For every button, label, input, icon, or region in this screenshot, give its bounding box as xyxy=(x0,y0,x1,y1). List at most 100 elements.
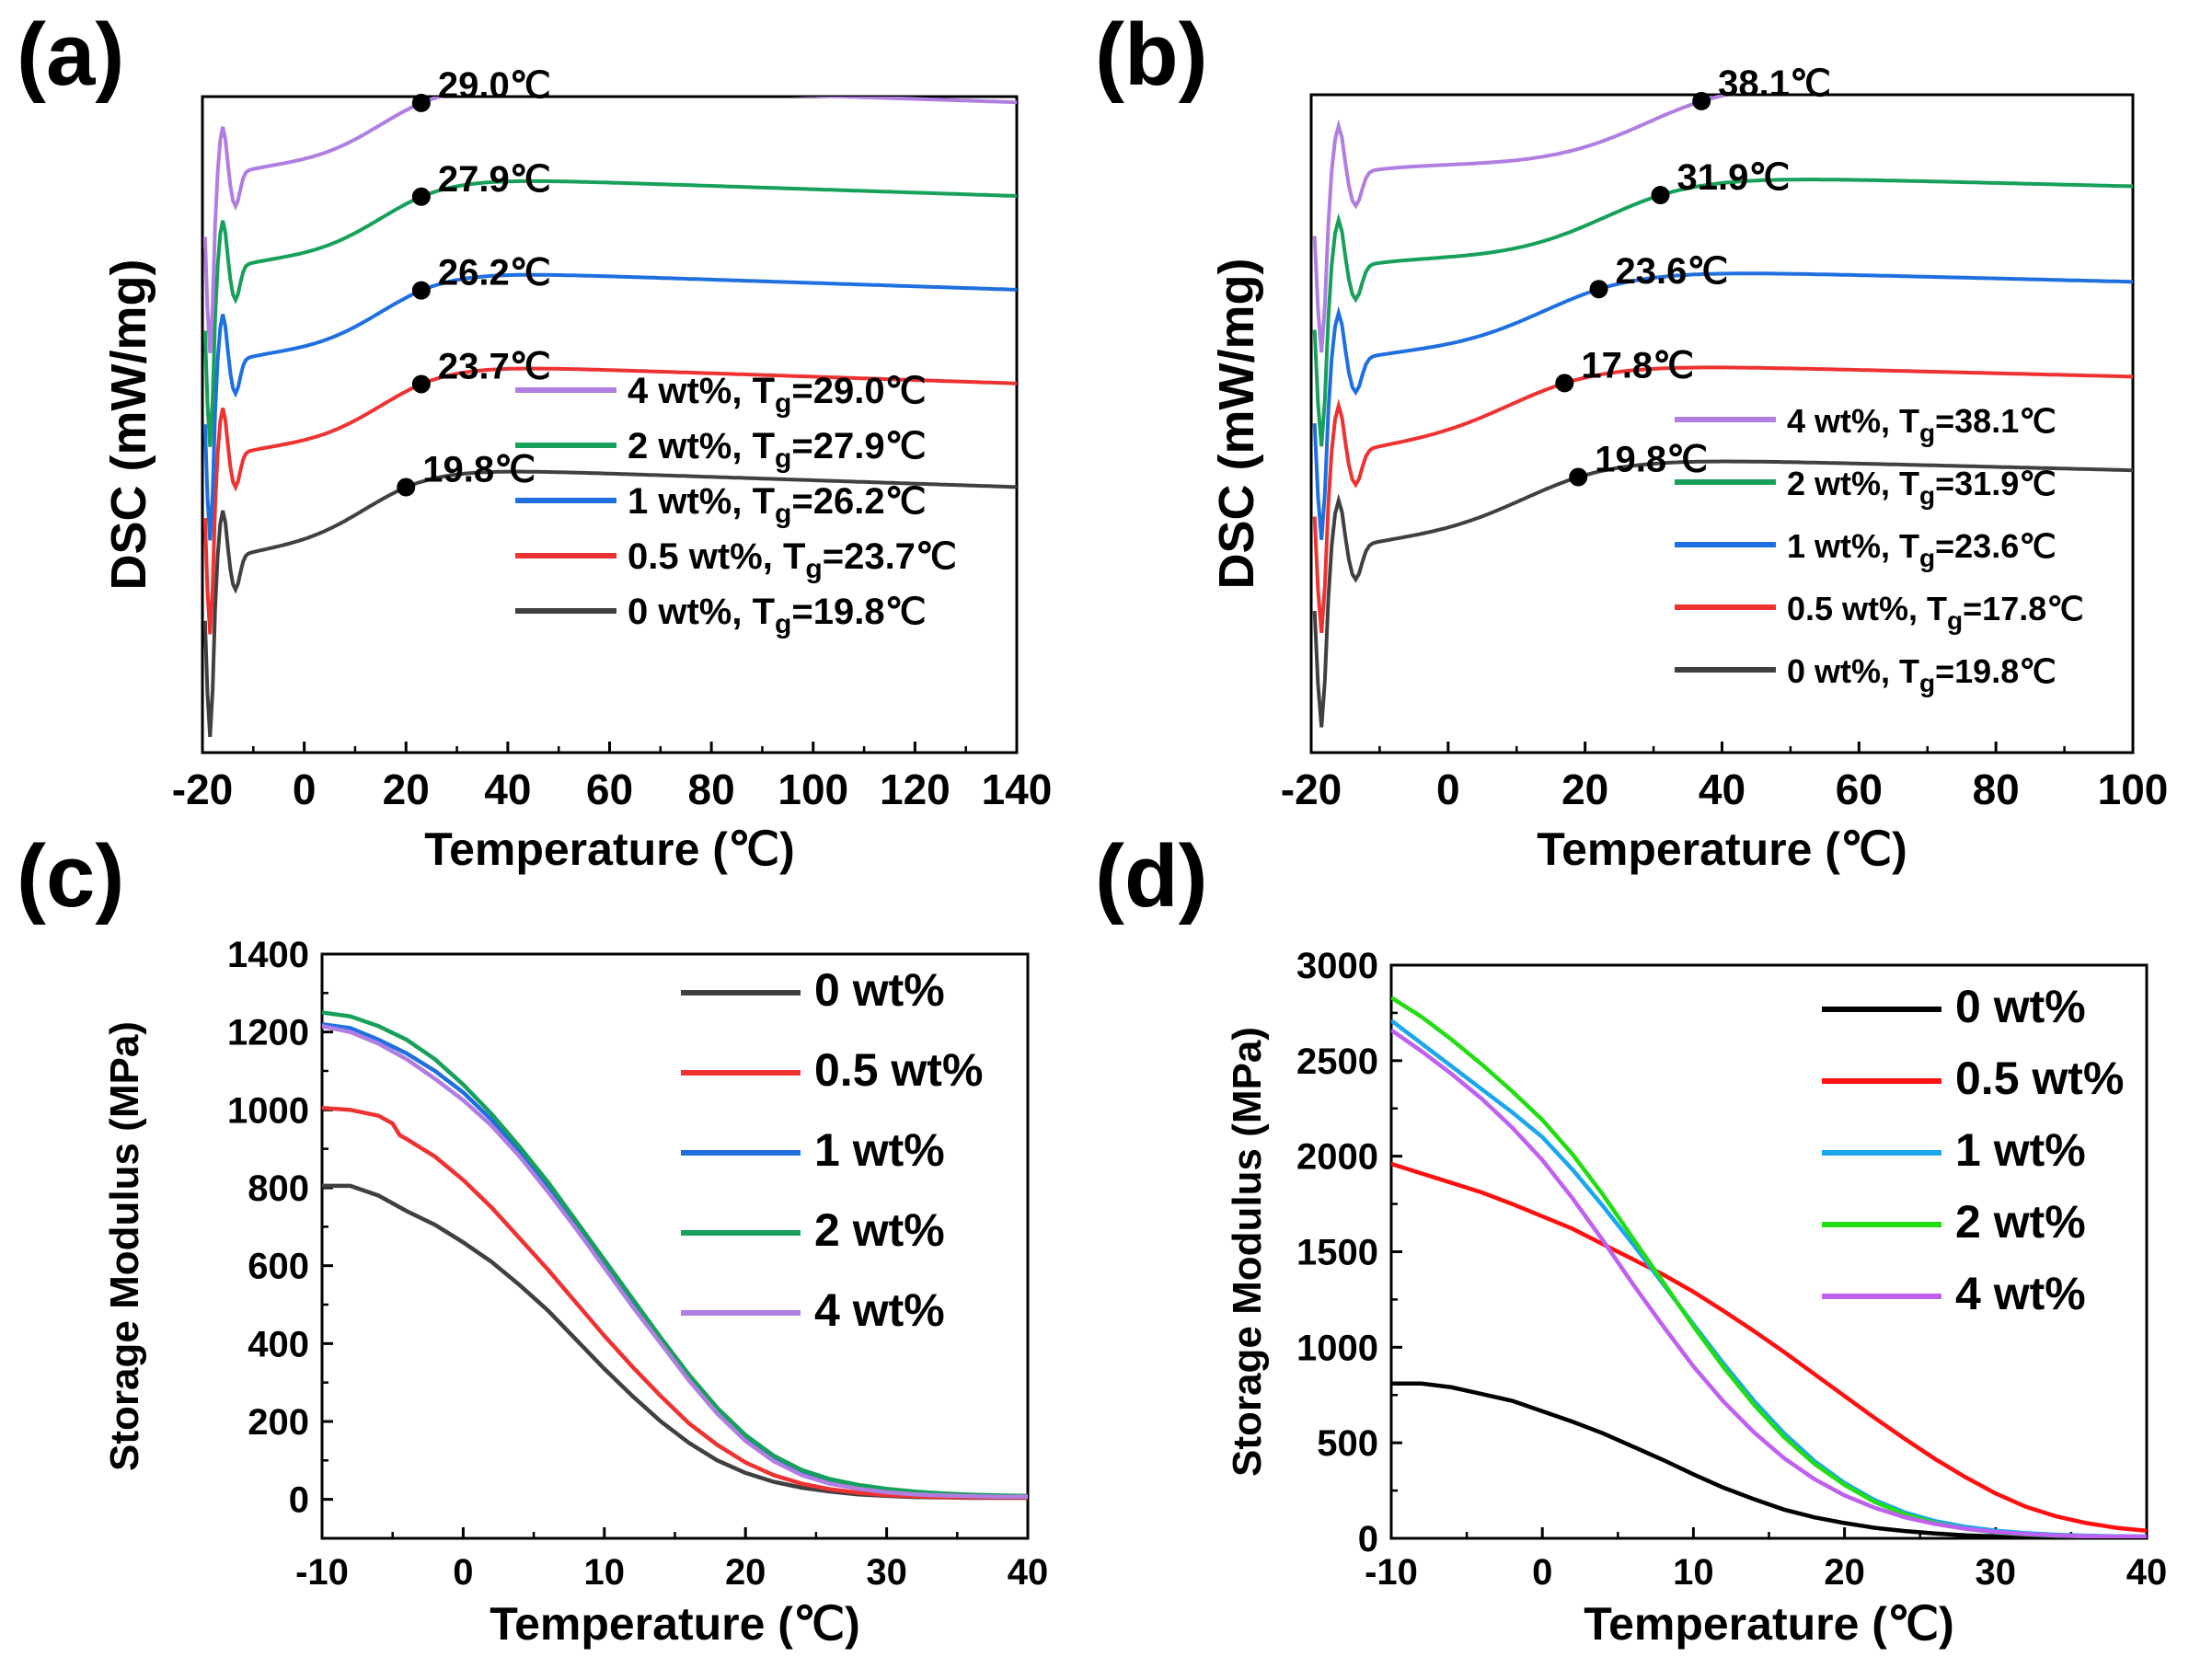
legend-sub: g xyxy=(1947,606,1963,635)
y-tick-label: 200 xyxy=(248,1402,309,1443)
x-axis-label: Temperature (℃) xyxy=(424,823,795,875)
y-tick-label: 2000 xyxy=(1296,1137,1378,1178)
legend-rest: =31.9℃ xyxy=(1935,465,2057,502)
legend-label: 2 wt%, Tg=31.9℃ xyxy=(1787,465,2057,510)
y-axis-label: Storage Modulus (MPa) xyxy=(102,1021,147,1471)
tg-marker xyxy=(411,374,431,394)
chart-2: (c) -10 0 10 20 30 40 Temperature (℃) Storage Mo… xyxy=(17,827,1048,1650)
x-tick-label: 100 xyxy=(778,765,848,813)
legend-label: 4 wt%, Tg=38.1℃ xyxy=(1787,402,2057,447)
plot-frame xyxy=(201,95,1019,754)
legend-sub: g xyxy=(805,554,822,584)
y-tick-label: 3000 xyxy=(1296,946,1378,986)
tg-marker xyxy=(397,478,416,497)
x-tick-label: 40 xyxy=(484,765,531,813)
legend-rest: =27.9℃ xyxy=(791,426,926,466)
x-tick-label: 20 xyxy=(725,1552,766,1593)
series-line-0.5 xyxy=(202,366,1017,635)
series-line-2 xyxy=(1312,178,2133,447)
y-axis-label: DSC (mW/mg) xyxy=(101,259,156,591)
x-tick-label: 100 xyxy=(2098,765,2169,813)
series-line-4-wt- xyxy=(1391,1028,2147,1538)
series-line-0 xyxy=(1312,459,2133,728)
legend-main: 1 wt%, T xyxy=(1787,527,1919,565)
legend-label: 1 wt%, Tg=23.6℃ xyxy=(1787,527,2057,572)
x-tick-label: 20 xyxy=(383,765,430,813)
series-line-0-5-wt- xyxy=(322,1105,1028,1500)
panel-label: (a) xyxy=(17,6,124,104)
tg-marker xyxy=(1651,186,1670,205)
series-line-0.5 xyxy=(1312,365,2133,634)
y-tick-label: 0 xyxy=(1358,1519,1378,1559)
series-line-1 xyxy=(1312,271,2133,540)
legend-label: 2 wt%, Tg=27.9℃ xyxy=(628,426,927,474)
tg-marker xyxy=(1569,467,1588,487)
legend-label: 4 wt% xyxy=(1955,1268,2086,1319)
tg-annotation: 26.2℃ xyxy=(438,253,551,293)
legend-main: 4 wt%, T xyxy=(628,371,775,411)
legend-label: 0 wt% xyxy=(814,964,945,1016)
x-tick-label: 30 xyxy=(866,1552,907,1593)
legend-rest: =38.1℃ xyxy=(1935,402,2057,440)
tg-marker xyxy=(1589,280,1608,299)
series-line-2 xyxy=(202,178,1017,447)
legend-main: 2 wt%, T xyxy=(628,426,775,466)
plot-frame xyxy=(1389,963,2149,1540)
panel-label: (c) xyxy=(17,827,124,926)
x-axis-label: Temperature (℃) xyxy=(490,1598,860,1650)
x-tick-label: 20 xyxy=(1561,765,1608,813)
x-tick-label: 80 xyxy=(1973,765,2020,813)
series-line-2-wt- xyxy=(322,1010,1028,1499)
legend-label: 0 wt%, Tg=19.8℃ xyxy=(628,592,927,639)
y-tick-label: 1000 xyxy=(227,1090,309,1131)
legend-label: 0.5 wt%, Tg=23.7℃ xyxy=(628,536,957,584)
x-axis-label: Temperature (℃) xyxy=(1537,823,1907,875)
legend-main: 4 wt%, T xyxy=(1787,402,1919,440)
legend-label: 4 wt%, Tg=29.0℃ xyxy=(628,371,927,419)
x-tick-label: 10 xyxy=(1673,1552,1714,1593)
legend-main: 1 wt%, T xyxy=(628,481,775,522)
legend-main: 0 wt%, T xyxy=(1787,652,1919,690)
legend-main: 0.5 wt%, T xyxy=(628,536,805,577)
legend-sub: g xyxy=(1919,544,1935,572)
legend-rest: =23.6℃ xyxy=(1935,527,2057,565)
x-tick-label: 140 xyxy=(982,765,1053,813)
legend-label: 0.5 wt% xyxy=(1955,1053,2124,1104)
legend-label: 1 wt% xyxy=(1955,1124,2086,1176)
y-tick-label: 1200 xyxy=(227,1013,309,1053)
series-line-0 xyxy=(202,469,1017,738)
y-axis-label: Storage Modulus (MPa) xyxy=(1225,1027,1270,1477)
chart-1: (b) -20 0 20 40 60 80 100 Temperature (℃) DSC (mW… xyxy=(1095,6,2168,875)
y-tick-label: 2500 xyxy=(1296,1041,1378,1082)
series-line-4-wt- xyxy=(322,1024,1028,1499)
legend-rest: =17.8℃ xyxy=(1963,590,2084,627)
legend-sub: g xyxy=(1919,669,1935,697)
tg-marker xyxy=(1555,374,1574,393)
tg-annotation: 17.8℃ xyxy=(1581,345,1694,385)
panel-label: (b) xyxy=(1095,6,1208,104)
x-tick-label: 10 xyxy=(584,1552,626,1593)
y-tick-label: 1000 xyxy=(1296,1328,1378,1368)
legend-rest: =19.8℃ xyxy=(791,592,926,632)
x-tick-label: 120 xyxy=(880,765,950,813)
x-tick-label: 0 xyxy=(293,765,317,813)
y-tick-label: 1500 xyxy=(1296,1233,1378,1273)
legend-rest: =26.2℃ xyxy=(791,481,926,522)
legend-main: 2 wt%, T xyxy=(1787,465,1919,502)
series-line-0-wt- xyxy=(1391,1381,2147,1538)
y-tick-label: 0 xyxy=(289,1480,309,1521)
x-tick-label: 40 xyxy=(2126,1552,2168,1593)
x-tick-label: 60 xyxy=(586,765,633,813)
x-tick-label: 0 xyxy=(453,1552,473,1593)
legend-sub: g xyxy=(1919,419,1935,447)
tg-marker xyxy=(411,187,431,206)
legend-label: 0.5 wt% xyxy=(814,1044,983,1096)
x-tick-label: -20 xyxy=(1281,765,1342,813)
x-tick-label: -10 xyxy=(295,1552,349,1593)
x-tick-label: 30 xyxy=(1976,1552,2017,1593)
x-tick-label: -20 xyxy=(172,765,233,813)
legend-label: 4 wt% xyxy=(814,1284,945,1336)
series-line-4 xyxy=(1312,95,1736,353)
y-tick-label: 400 xyxy=(248,1324,309,1364)
